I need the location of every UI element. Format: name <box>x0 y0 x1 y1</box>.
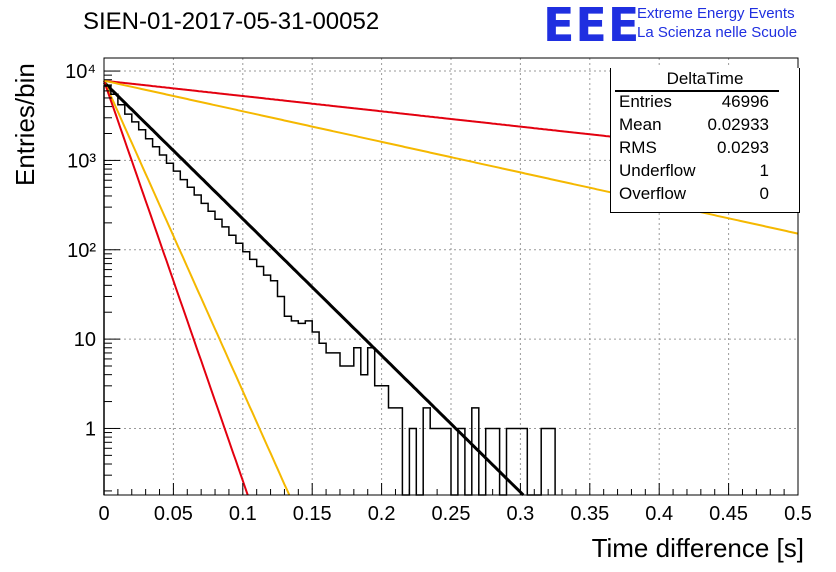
stats-value: 1 <box>759 161 769 180</box>
stats-row-rms: RMS 0.0293 <box>619 138 769 158</box>
stats-value: 0.0293 <box>717 138 769 157</box>
fit-curve-upper-fast <box>103 80 291 496</box>
stats-value: 0 <box>759 184 769 203</box>
x-tick-label: 0.1 <box>229 503 257 525</box>
stats-label: Mean <box>619 115 662 134</box>
x-tick-label: 0.35 <box>570 503 609 525</box>
x-tick-label: 0 <box>98 503 109 525</box>
y-tick-label: 1 <box>85 418 96 440</box>
logo-caption: Extreme Energy Events La Scienza nelle S… <box>637 4 797 42</box>
stats-label: Underflow <box>619 161 696 180</box>
stats-value: 0.02933 <box>707 115 769 134</box>
fit-curve-lower-fast <box>103 80 249 496</box>
stats-row-entries: Entries 46996 <box>619 92 769 112</box>
stats-box: DeltaTime Entries 46996 Mean 0.02933 RMS… <box>610 68 800 213</box>
eee-logo: EEE <box>543 0 641 52</box>
x-tick-label: 0.2 <box>368 503 396 525</box>
stats-divider <box>615 90 779 92</box>
stats-value: 46996 <box>721 92 769 111</box>
logo-line-2: La Scienza nelle Scuole <box>637 24 798 41</box>
x-tick-label: 0.05 <box>154 503 193 525</box>
y-tick-label: 10³ <box>67 150 96 172</box>
y-tick-label: 10² <box>67 240 96 262</box>
axis-ticks <box>103 70 799 495</box>
stats-row-underflow: Underflow 1 <box>619 161 769 181</box>
fit-curves <box>102 79 799 497</box>
y-axis-label: Entries/bin <box>10 63 40 186</box>
x-tick-label: 0.15 <box>293 503 332 525</box>
stats-row-overflow: Overflow 0 <box>619 184 769 204</box>
y-tick-label: 10 <box>74 329 96 351</box>
x-axis-label: Time difference [s] <box>591 533 804 563</box>
stats-label: Entries <box>619 92 672 111</box>
stats-title: DeltaTime <box>666 69 744 88</box>
y-tick-label: 10⁴ <box>65 61 96 83</box>
logo-line-1: Extreme Energy Events <box>637 5 795 22</box>
x-tick-label: 0.3 <box>506 503 534 525</box>
plot-title: SIEN-01-2017-05-31-00052 <box>83 8 380 35</box>
x-tick-label: 0.25 <box>432 503 471 525</box>
x-tick-label: 0.4 <box>645 503 673 525</box>
stats-row-mean: Mean 0.02933 <box>619 115 769 135</box>
tick-labels: 0 0.05 0.1 0.15 0.2 0.25 0.3 0.35 0.4 0.45 0.51101… <box>65 61 812 525</box>
stats-label: Overflow <box>619 184 687 203</box>
x-tick-label: 0.45 <box>709 503 748 525</box>
stats-label: RMS <box>619 138 657 157</box>
fit-curve-fit <box>102 81 525 497</box>
x-tick-label: 0.5 <box>784 503 812 525</box>
